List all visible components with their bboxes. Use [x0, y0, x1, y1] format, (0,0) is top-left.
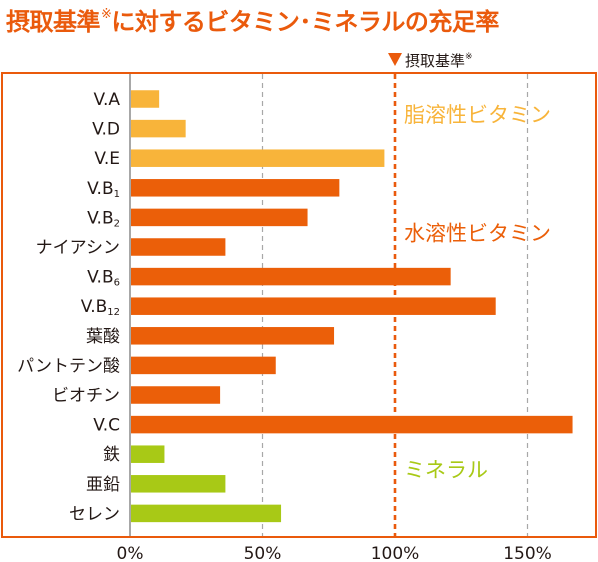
plot-frame [1, 72, 597, 538]
chart-title-rest: に対するビタミン･ミネラルの充足率 [111, 8, 499, 36]
chart-title: 摂取基準※に対するビタミン･ミネラルの充足率 [6, 2, 499, 37]
category-label: V.E [94, 149, 120, 169]
bar [131, 208, 308, 227]
category-label: セレン [69, 504, 120, 524]
category-label: V.B12 [81, 297, 120, 318]
reference-label: 摂取基準※ [405, 52, 473, 70]
bar [131, 179, 340, 197]
group-label: 水溶性ビタミン [404, 221, 551, 245]
category-label: V.B1 [87, 179, 120, 200]
bar [131, 356, 276, 375]
chart-title-main: 摂取基準 [6, 8, 101, 36]
bar [131, 238, 226, 256]
bar [131, 90, 160, 108]
bar [131, 415, 573, 434]
category-label: V.C [93, 416, 120, 436]
bar [131, 119, 186, 138]
group-label: 脂溶性ビタミン [404, 103, 551, 127]
group-label: ミネラル [404, 458, 488, 482]
x-tick-label: 100% [371, 544, 420, 562]
category-label: V.B6 [87, 268, 120, 289]
bar [131, 149, 385, 167]
bar [131, 267, 451, 286]
x-tick-label: 50% [244, 544, 282, 562]
category-label: V.A [94, 90, 121, 110]
bar [131, 327, 335, 345]
category-label: 鉄 [103, 445, 120, 465]
bar [131, 386, 221, 404]
category-label: ビオチン [52, 386, 120, 406]
category-label: V.B2 [87, 208, 120, 229]
bar [131, 475, 226, 493]
chart-title-mark: ※ [101, 7, 112, 22]
category-label: ナイアシン [36, 238, 120, 258]
x-tick-label: 150% [503, 544, 552, 562]
bar [131, 504, 282, 523]
category-label: 亜鉛 [86, 475, 120, 495]
category-label: パントテン酸 [17, 356, 120, 376]
category-label: 葉酸 [86, 327, 120, 347]
category-label: V.D [92, 120, 120, 140]
bar [131, 445, 165, 463]
x-tick-label: 0% [117, 544, 144, 562]
reference-marker-icon [388, 53, 402, 66]
bar [131, 297, 496, 315]
